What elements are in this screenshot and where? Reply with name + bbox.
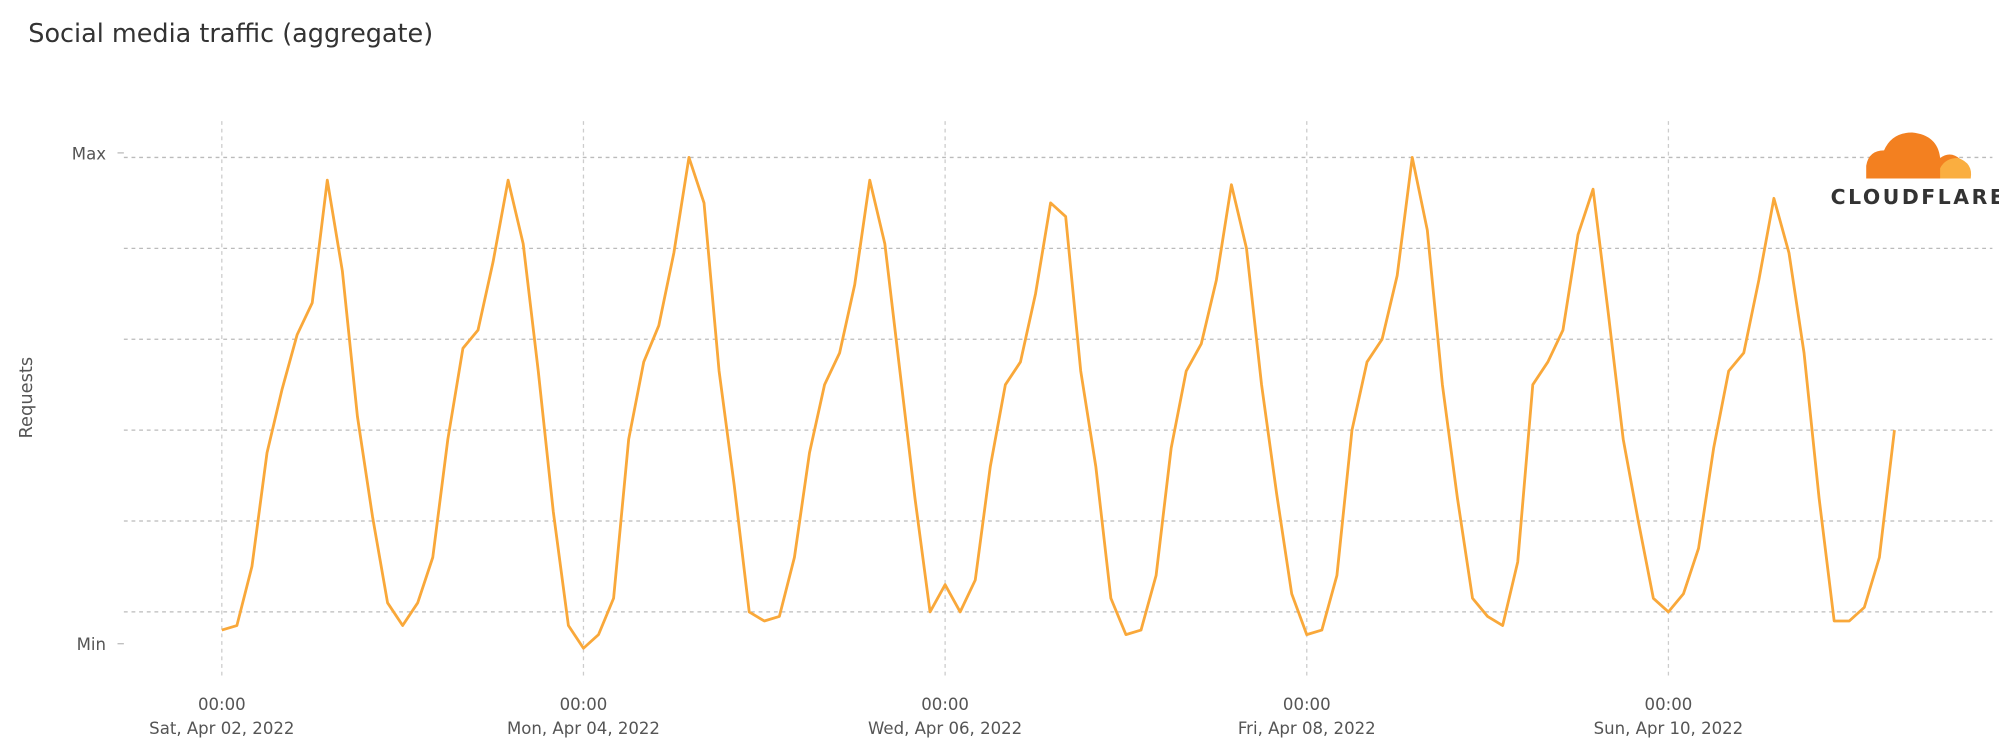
x-tick-time: 00:00 (1283, 695, 1331, 714)
x-tick-date: Sun, Apr 10, 2022 (1594, 719, 1744, 738)
y-tick-label: Min (77, 635, 106, 654)
x-tick-date: Wed, Apr 06, 2022 (868, 719, 1022, 738)
chart-title: Social media traffic (aggregate) (28, 19, 433, 49)
x-tick-time: 00:00 (1645, 695, 1693, 714)
x-tick-time: 00:00 (560, 695, 608, 714)
y-axis-label: Requests (16, 357, 37, 439)
logo-text: CLOUDFLARE (1831, 185, 1999, 209)
x-tick-date: Sat, Apr 02, 2022 (149, 719, 294, 738)
logo: CLOUDFLARE (1831, 132, 1999, 209)
y-tick-label: Max (72, 144, 106, 163)
line-series (221, 156, 1896, 650)
x-tick-time: 00:00 (198, 695, 246, 714)
x-tick-time: 00:00 (921, 695, 969, 714)
x-tick-date: Fri, Apr 08, 2022 (1238, 719, 1376, 738)
logo-cloud-small (1940, 158, 1972, 179)
x-tick-date: Mon, Apr 04, 2022 (507, 719, 660, 738)
